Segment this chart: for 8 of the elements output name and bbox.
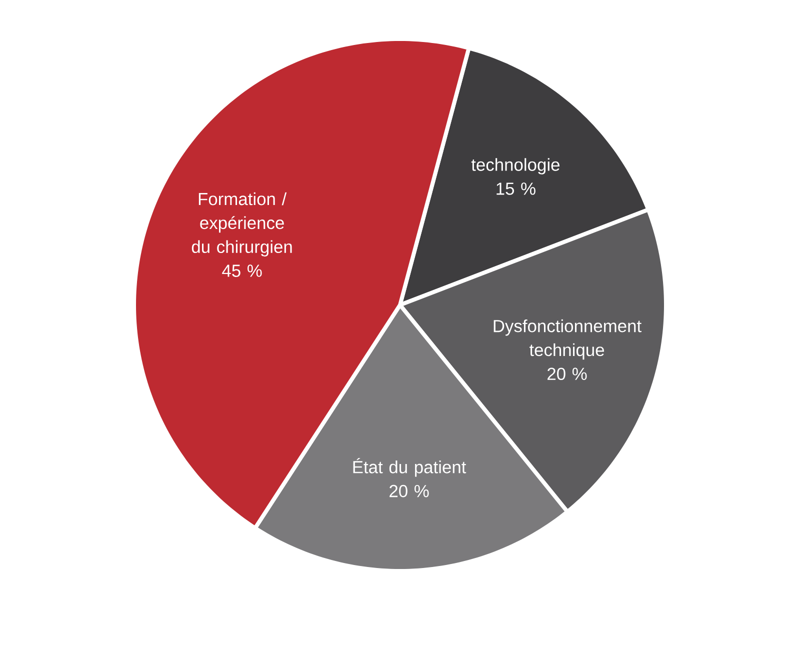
slice-label: Dysfonctionnement technique — [494, 319, 642, 360]
data-label: 15 % — [496, 182, 536, 195]
data-label: 20 % — [390, 484, 429, 498]
data-label: 20 % — [548, 368, 587, 380]
slice-label: Formation / expérience du chirurgien — [192, 192, 292, 256]
slice-label: État du patient — [353, 458, 466, 477]
data-label: 45 % — [222, 264, 262, 277]
slice-label: technologie — [471, 158, 560, 174]
